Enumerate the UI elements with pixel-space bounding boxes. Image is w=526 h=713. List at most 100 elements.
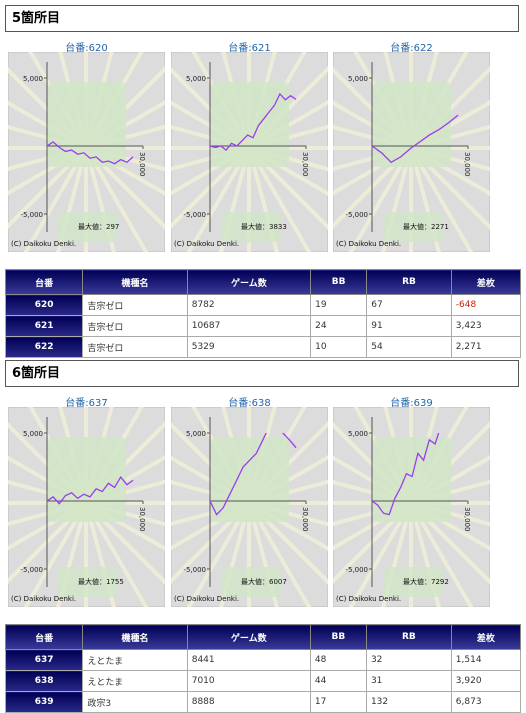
data-line	[209, 433, 297, 516]
table-cell: 24	[310, 315, 368, 337]
ray	[247, 502, 312, 607]
table-cell: 6,873	[450, 691, 522, 713]
table-cell: 5329	[186, 336, 312, 358]
ray	[409, 502, 474, 607]
max-label: 最大値：1755	[78, 577, 124, 586]
table-cell: 7010	[186, 670, 311, 692]
ray	[348, 502, 413, 607]
table-row: 638 えとたま 7010 44 31 3,920	[4, 670, 522, 692]
decor	[58, 567, 118, 597]
header-row: 台番 機種名 ゲーム数 BB RB 差枚	[4, 269, 522, 295]
table-cell: 吉宗ゼロ	[82, 336, 188, 358]
ray	[186, 147, 251, 252]
decor	[211, 437, 289, 522]
table-cell: 政宗3	[82, 691, 188, 713]
decor	[48, 437, 126, 522]
copyright: (C) Daikoku Denki.	[336, 240, 401, 248]
x-tick-label: 30,000	[463, 507, 471, 532]
table-row: 637 えとたま 8441 48 32 1,514	[4, 649, 522, 671]
table-cell: 32	[365, 649, 452, 671]
line-chart: 5,000 -5,000 30,000 最大値：1755 (C) Daikoku Den…	[8, 407, 165, 607]
table-cell: 132	[365, 691, 452, 713]
line-chart: 5,000 -5,000 30,000 最大値：3833 (C) Daikoku Den…	[171, 52, 328, 252]
table-cell: 8888	[186, 691, 311, 713]
max-label: 最大値：297	[78, 222, 119, 231]
ray	[186, 502, 251, 607]
table-cell: 17	[309, 691, 367, 713]
table-cell: 44	[309, 670, 367, 692]
chart-title: 台番:639	[390, 398, 433, 409]
table-cell: 吉宗ゼロ	[82, 294, 188, 316]
line-chart: 5,000 -5,000 30,000 最大値：297 (C) Daikoku Denk…	[8, 52, 165, 252]
ray	[247, 147, 312, 252]
copyright: (C) Daikoku Denki.	[174, 595, 239, 603]
ray	[23, 147, 88, 252]
data-line	[371, 114, 459, 164]
table-cell: 620	[4, 294, 84, 316]
y-tick-label: -5,000	[345, 211, 368, 219]
chart-title: 台番:620	[65, 43, 108, 54]
table-cell: 8782	[186, 294, 312, 316]
table-cell: 31	[365, 670, 452, 692]
y-tick-label: -5,000	[345, 566, 368, 574]
column-header: 台番	[4, 624, 84, 650]
y-tick-label: 5,000	[348, 75, 368, 83]
table-cell: 621	[4, 315, 84, 337]
column-header: RB	[366, 269, 452, 295]
y-tick-label: 5,000	[23, 75, 43, 83]
y-tick-label: 5,000	[23, 430, 43, 438]
table-cell: 67	[366, 294, 452, 316]
data-table: 台番 機種名 ゲーム数 BB RB 差枚 637 えとたま 8441 48 32 1,514 638 えと…	[4, 624, 522, 713]
table-cell: 54	[366, 336, 452, 358]
table-cell: 48	[309, 649, 367, 671]
data-line	[371, 433, 440, 516]
x-tick-label: 30,000	[138, 152, 146, 177]
column-header: ゲーム数	[186, 624, 311, 650]
chart-title: 台番:638	[228, 398, 271, 409]
table-row: 639 政宗3 8888 17 132 6,873	[4, 691, 522, 713]
x-tick-label: 30,000	[463, 152, 471, 177]
line-chart: 5,000 -5,000 30,000 最大値：6007 (C) Daikoku Den…	[171, 407, 328, 607]
table-cell: 3,423	[450, 315, 522, 337]
decor	[373, 82, 451, 167]
column-header: 機種名	[82, 624, 188, 650]
y-tick-label: 5,000	[348, 430, 368, 438]
y-tick-label: -5,000	[20, 566, 43, 574]
y-tick-label: 5,000	[186, 430, 206, 438]
max-label: 最大値：3833	[241, 222, 287, 231]
table-cell: 10	[310, 336, 368, 358]
table-cell: 639	[4, 691, 84, 713]
copyright: (C) Daikoku Denki.	[336, 595, 401, 603]
y-tick-label: -5,000	[183, 211, 206, 219]
line-chart: 5,000 -5,000 30,000 最大値：7292 (C) Daikoku Den…	[333, 407, 490, 607]
chart-title: 台番:637	[65, 398, 108, 409]
decor	[373, 437, 451, 522]
copyright: (C) Daikoku Denki.	[11, 595, 76, 603]
table-row: 622 吉宗ゼロ 5329 10 54 2,271	[4, 336, 522, 358]
column-header: 機種名	[82, 269, 188, 295]
table-cell: 622	[4, 336, 84, 358]
max-label: 最大値：2271	[403, 222, 449, 231]
table-cell: 3,920	[450, 670, 522, 692]
column-header: BB	[309, 624, 367, 650]
chart-title: 台番:622	[390, 43, 433, 54]
table-cell: -648	[450, 294, 522, 316]
data-line	[209, 92, 297, 152]
ray	[409, 147, 474, 252]
column-header: 差枚	[450, 269, 522, 295]
table-cell: 8441	[186, 649, 311, 671]
chart-title: 台番:621	[228, 43, 271, 54]
table-cell: 637	[4, 649, 84, 671]
decor	[221, 567, 281, 597]
table-cell: 19	[310, 294, 368, 316]
table-row: 621 吉宗ゼロ 10687 24 91 3,423	[4, 315, 522, 337]
line-chart: 5,000 -5,000 30,000 最大値：2271 (C) Daikoku Den…	[333, 52, 490, 252]
table-cell: えとたま	[82, 670, 188, 692]
y-tick-label: 5,000	[186, 75, 206, 83]
column-header: 差枚	[450, 624, 522, 650]
data-line	[46, 475, 134, 505]
table-cell: 91	[366, 315, 452, 337]
table-cell: えとたま	[82, 649, 188, 671]
table-cell: 638	[4, 670, 84, 692]
